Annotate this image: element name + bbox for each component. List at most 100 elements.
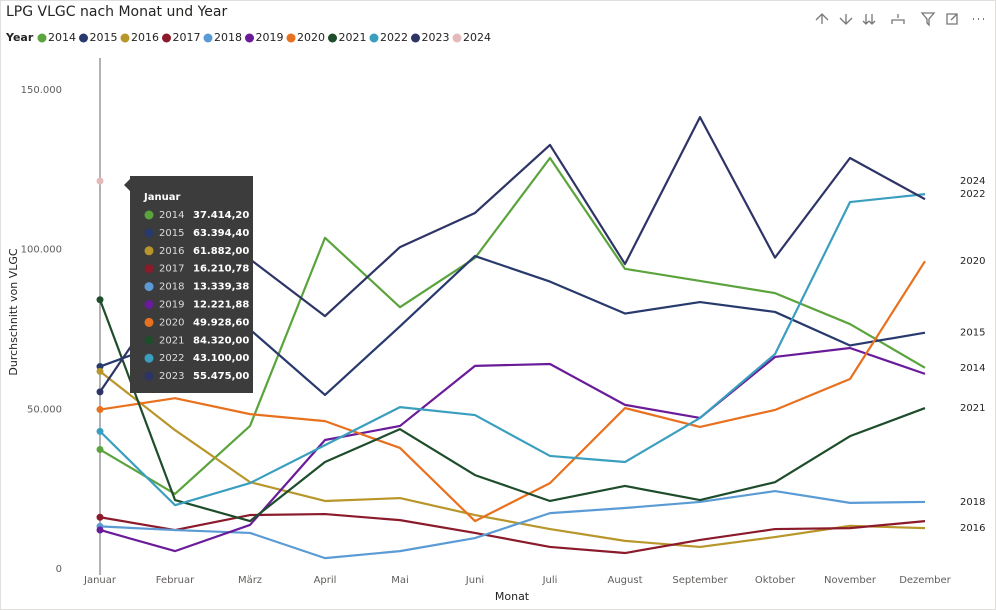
legend-label: 2016	[131, 31, 159, 44]
legend-marker	[245, 33, 254, 43]
legend-marker	[37, 33, 47, 43]
legend-label: 2024	[463, 31, 491, 44]
tooltip-series: 2019	[159, 300, 184, 311]
series-end-label: 2015	[960, 328, 985, 339]
tooltip-series: 2014	[159, 210, 184, 221]
tooltip-series: 2022	[159, 353, 184, 364]
tooltip-series: 2021	[159, 335, 184, 346]
tooltip-value: 55.475,00	[193, 371, 249, 382]
legend-label: 2021	[339, 31, 367, 44]
legend-label: 2017	[173, 31, 201, 44]
y-tick-label: 150.000	[21, 85, 62, 96]
series-end-label: 2021	[960, 403, 985, 414]
legend-marker	[286, 33, 296, 43]
series-line	[99, 193, 926, 507]
series-line	[99, 489, 926, 560]
hover-point	[96, 296, 104, 304]
legend-label: 2022	[380, 31, 408, 44]
tooltip-value: 37.414,20	[193, 210, 249, 221]
series-end-label: 2020	[960, 256, 985, 267]
legend-label: 2014	[48, 31, 76, 44]
tooltip-marker	[144, 371, 154, 381]
legend-label: 2018	[214, 31, 242, 44]
tooltip-marker	[144, 317, 154, 327]
tooltip-marker	[144, 246, 154, 256]
tooltip-marker	[144, 282, 154, 292]
hover-point	[96, 427, 104, 435]
hierarchy-icon[interactable]	[891, 14, 905, 24]
x-tick-label: Januar	[83, 575, 117, 586]
series-line	[99, 346, 926, 553]
chart-title: LPG VLGC nach Monat und Year	[6, 4, 227, 20]
hover-point	[96, 406, 104, 414]
x-tick-label: Februar	[156, 575, 195, 586]
hover-point	[96, 446, 104, 454]
legend-label: 2019	[256, 31, 284, 44]
legend-marker	[120, 33, 130, 43]
tooltip-value: 63.394,40	[193, 228, 249, 239]
drill-down-icon[interactable]	[839, 14, 853, 25]
series-end-label: 2022	[960, 189, 985, 200]
x-tick-label: Mai	[391, 575, 409, 586]
y-tick-label: 100.000	[21, 245, 62, 256]
tooltip-arrow	[124, 179, 130, 191]
tooltip-series: 2023	[159, 371, 184, 382]
hover-point	[96, 363, 104, 371]
tooltip-value: 84.320,00	[193, 335, 249, 346]
legend-marker	[79, 33, 88, 43]
tooltip-value: 12.221,88	[193, 300, 249, 311]
filter-icon[interactable]	[920, 12, 936, 27]
tooltip-series: 2017	[159, 264, 184, 275]
hover-point	[96, 388, 104, 396]
tooltip-marker	[144, 264, 154, 274]
x-tick-label: März	[238, 575, 262, 586]
hover-point	[96, 526, 104, 534]
drill-up-icon[interactable]	[815, 13, 829, 24]
x-tick-label: August	[608, 575, 643, 586]
x-tick-label: Juli	[542, 575, 558, 586]
toolbar[interactable]	[815, 12, 984, 27]
x-tick-label: September	[672, 575, 728, 586]
series-end-label: 2018	[960, 497, 985, 508]
series-end-label: 2016	[960, 523, 985, 534]
tooltip-series: 2020	[159, 317, 184, 328]
tooltip-value: 61.882,00	[193, 246, 249, 257]
x-tick-label: Juni	[465, 575, 484, 586]
x-tick-label: Oktober	[755, 575, 796, 586]
series-line	[99, 370, 926, 549]
tooltip-marker	[144, 228, 154, 238]
tooltip-series: 2016	[159, 246, 184, 257]
legend-title: Year	[5, 31, 34, 44]
x-axis-label: Monat	[495, 590, 530, 603]
tooltip: Januar 2014 37.414,20 2015 63.394,40 2016 61.8…	[124, 176, 253, 393]
y-axis-label: Durchschnitt von VLGC	[7, 248, 20, 376]
legend-marker	[203, 33, 213, 43]
hover-point	[96, 367, 104, 375]
tooltip-series: 2018	[159, 282, 184, 293]
series-line	[98, 299, 926, 523]
tooltip-series: 2015	[159, 228, 184, 239]
hover-point	[96, 513, 104, 521]
legend-label: 2020	[297, 31, 325, 44]
expand-icon[interactable]	[862, 14, 876, 25]
series-end-label: 2014	[960, 363, 985, 374]
series-line	[99, 260, 926, 523]
series-line	[99, 156, 926, 496]
tooltip-marker	[144, 335, 154, 345]
tooltip-value: 16.210,78	[193, 264, 249, 275]
legend-marker	[162, 33, 171, 43]
legend-marker	[369, 33, 379, 43]
tooltip-value: 43.100,00	[193, 353, 249, 364]
legend-marker	[411, 33, 420, 43]
series-end-label: 2024	[960, 176, 985, 187]
tooltip-marker	[144, 210, 154, 220]
tooltip-title: Januar	[143, 192, 180, 203]
legend-label: 2023	[422, 31, 450, 44]
tooltip-marker	[144, 300, 154, 309]
legend-marker	[452, 33, 462, 43]
x-tick-label: November	[824, 575, 877, 586]
focus-icon[interactable]	[946, 13, 958, 25]
legend-label: 2015	[90, 31, 118, 44]
y-tick-label: 50.000	[27, 404, 62, 415]
